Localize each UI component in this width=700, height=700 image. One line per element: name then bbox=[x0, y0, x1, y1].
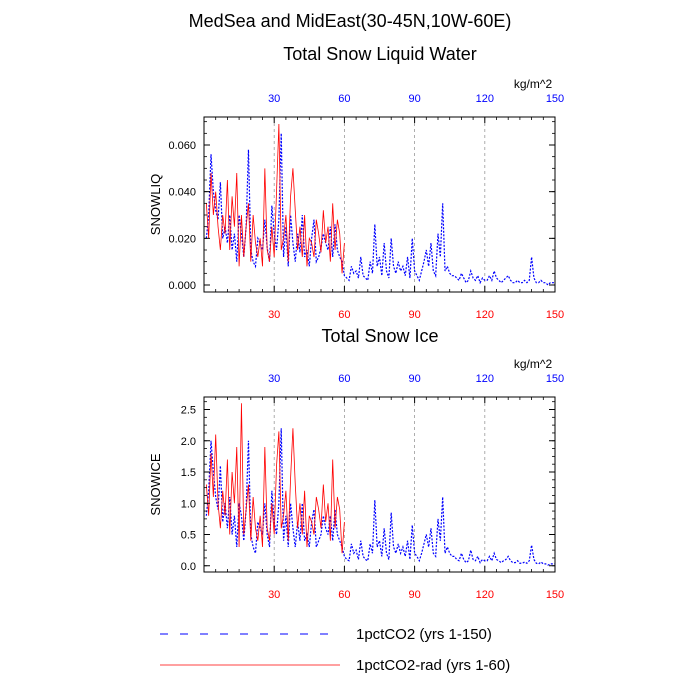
snowliq-y-tick-label: 0.000 bbox=[168, 280, 196, 292]
snowice-y-tick-label: 1.5 bbox=[181, 467, 196, 479]
snowice-y-tick-label: 2.0 bbox=[181, 436, 196, 448]
snowliq-x-bottom-tick-label: 150 bbox=[546, 309, 564, 321]
snowice-x-top-tick-label: 60 bbox=[338, 373, 350, 385]
snowliq-y-tick-label: 0.040 bbox=[168, 187, 196, 199]
snowliq-series-1pctco2-rad-line bbox=[205, 123, 345, 274]
snowice-x-bottom-tick-label: 150 bbox=[546, 589, 564, 601]
snowliq-x-top-tick-label: 90 bbox=[408, 93, 420, 105]
snowice-x-top-tick-label: 150 bbox=[546, 373, 564, 385]
snowice-x-top-tick-label: 120 bbox=[476, 373, 494, 385]
snowliq-y-tick-label: 0.060 bbox=[168, 140, 196, 152]
snowice-title: Total Snow Ice bbox=[321, 326, 438, 346]
legend-label-1pctco2: 1pctCO2 (yrs 1-150) bbox=[356, 626, 492, 643]
snowice-units-label: kg/m^2 bbox=[514, 357, 553, 371]
snowice-y-tick-label: 2.5 bbox=[181, 405, 196, 417]
snowliq-x-bottom-tick-label: 60 bbox=[338, 309, 350, 321]
snowice-panel: Total Snow Ice kg/m^2 30 30 60 60 90 90 120 120 15… bbox=[148, 326, 564, 601]
snowice-y-tick-label: 0.5 bbox=[181, 530, 196, 542]
snowliq-x-top-tick-label: 150 bbox=[546, 93, 564, 105]
snowice-y-tick-label: 0.0 bbox=[181, 561, 196, 573]
snowice-x-bottom-tick-label: 60 bbox=[338, 589, 350, 601]
snowliq-x-bottom-tick-label: 90 bbox=[408, 309, 420, 321]
snowliq-x-bottom-tick-label: 120 bbox=[476, 309, 494, 321]
snowliq-units-label: kg/m^2 bbox=[514, 77, 553, 91]
snowice-y-tick-label: 1.0 bbox=[181, 498, 196, 510]
snowice-x-bottom-tick-label: 30 bbox=[268, 589, 280, 601]
snowliq-y-tick-label: 0.020 bbox=[168, 233, 196, 245]
legend: 1pctCO2 (yrs 1-150) 1pctCO2-rad (yrs 1-60… bbox=[160, 626, 510, 674]
snowliq-title: Total Snow Liquid Water bbox=[283, 44, 476, 64]
snowice-x-top-tick-label: 30 bbox=[268, 373, 280, 385]
snowliq-y-axis-label: SNOWLIQ bbox=[148, 174, 163, 235]
snowliq-panel: Total Snow Liquid Water kg/m^2 30 30 60 60 90 9… bbox=[148, 44, 564, 321]
snowliq-x-top-tick-label: 60 bbox=[338, 93, 350, 105]
snowliq-x-top-tick-label: 30 bbox=[268, 93, 280, 105]
snowice-x-top-tick-label: 90 bbox=[408, 373, 420, 385]
snowice-x-bottom-tick-label: 90 bbox=[408, 589, 420, 601]
snowice-x-bottom-tick-label: 120 bbox=[476, 589, 494, 601]
snowice-y-axis-label: SNOWICE bbox=[148, 453, 163, 515]
snowliq-x-top-tick-label: 120 bbox=[476, 93, 494, 105]
snowice-series-1pctco2-rad-line bbox=[205, 403, 345, 554]
snowliq-plot-frame bbox=[203, 116, 556, 293]
snowliq-x-bottom-tick-label: 30 bbox=[268, 309, 280, 321]
snowice-plot-frame bbox=[203, 396, 556, 573]
figure-suptitle: MedSea and MidEast(30-45N,10W-60E) bbox=[189, 11, 512, 31]
snowliq-series-1pctco2-line bbox=[205, 133, 555, 286]
snowice-series-1pctco2-line bbox=[205, 428, 555, 566]
legend-label-1pctco2-rad: 1pctCO2-rad (yrs 1-60) bbox=[356, 657, 510, 674]
